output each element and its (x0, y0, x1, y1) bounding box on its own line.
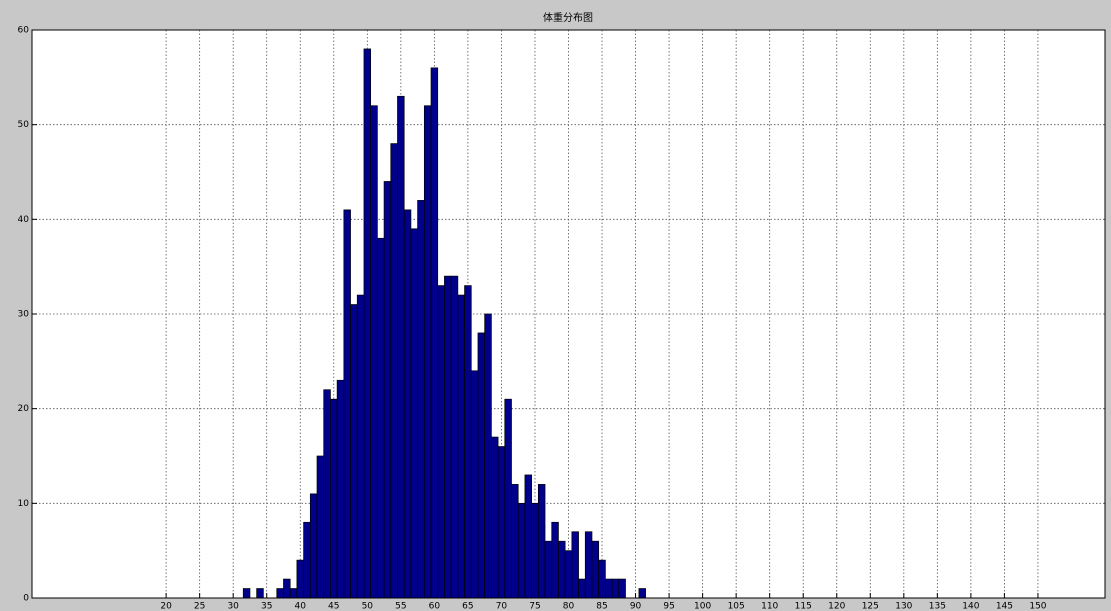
bar (531, 502, 539, 599)
bar (605, 578, 613, 599)
bar (343, 209, 351, 599)
bar (430, 67, 439, 599)
bar (303, 521, 311, 599)
y-tick-label: 0 (23, 594, 29, 604)
x-tick-label: 25 (194, 602, 205, 611)
y-tick-label: 30 (18, 310, 30, 320)
bar (283, 578, 291, 599)
bar (323, 389, 331, 599)
x-tick-label: 75 (529, 602, 540, 611)
x-tick-label: 60 (429, 602, 441, 611)
bar (350, 304, 358, 599)
bar (423, 105, 432, 599)
x-tick-label: 105 (728, 602, 745, 611)
bar (289, 588, 298, 599)
bar (242, 588, 251, 599)
bar (484, 313, 492, 599)
bar (491, 436, 499, 599)
bar (511, 484, 519, 599)
bar (363, 48, 372, 599)
x-tick-label: 65 (462, 602, 473, 611)
bar (544, 540, 553, 599)
bar (584, 531, 593, 599)
bar (578, 578, 586, 599)
x-tick-label: 135 (929, 602, 946, 611)
x-tick-label: 150 (1029, 602, 1046, 611)
bar (356, 294, 365, 599)
bar (470, 370, 479, 599)
x-tick-label: 125 (862, 602, 879, 611)
plot-frame (31, 29, 1106, 599)
bar (618, 578, 626, 599)
bar (598, 559, 606, 599)
bar (444, 275, 452, 599)
y-tick-label: 50 (18, 120, 30, 130)
bar (638, 588, 646, 599)
bar (571, 531, 579, 599)
bar (370, 105, 378, 599)
bar (316, 455, 325, 599)
bar (537, 484, 546, 599)
x-tick-label: 45 (328, 602, 339, 611)
x-tick-label: 90 (630, 602, 642, 611)
bar (551, 521, 559, 599)
x-tick-label: 50 (362, 602, 374, 611)
x-tick-label: 70 (496, 602, 508, 611)
y-tick-label: 40 (18, 215, 30, 225)
bar (611, 578, 620, 599)
bar (336, 379, 345, 599)
x-tick-label: 115 (795, 602, 812, 611)
x-tick-label: 100 (694, 602, 711, 611)
bar (330, 398, 338, 599)
x-tick-label: 110 (761, 602, 778, 611)
bar (403, 209, 412, 599)
bar (309, 493, 318, 599)
x-tick-label: 55 (395, 602, 406, 611)
x-tick-label: 85 (596, 602, 607, 611)
x-tick-label: 120 (828, 602, 845, 611)
x-tick-label: 130 (895, 602, 912, 611)
bar (497, 446, 506, 599)
bar (417, 200, 425, 599)
bar (464, 285, 472, 599)
bar (397, 95, 405, 599)
y-tick-label: 10 (18, 499, 30, 509)
bar (410, 228, 418, 599)
x-tick-label: 35 (261, 602, 272, 611)
bar (558, 540, 566, 599)
y-tick-label: 60 (18, 26, 30, 36)
x-tick-label: 80 (563, 602, 575, 611)
bar (276, 588, 284, 599)
bar (296, 559, 304, 599)
bar (256, 588, 264, 599)
bar (504, 398, 512, 599)
bar (437, 285, 445, 599)
bar (564, 550, 573, 599)
x-tick-label: 40 (295, 602, 307, 611)
x-tick-label: 20 (160, 602, 172, 611)
bar (383, 181, 392, 599)
bar (377, 237, 385, 599)
bar (477, 332, 486, 599)
x-tick-label: 145 (996, 602, 1013, 611)
bar (524, 474, 532, 599)
bar (457, 294, 465, 599)
bar (450, 275, 459, 599)
x-tick-label: 30 (227, 602, 239, 611)
bar (390, 143, 398, 599)
x-tick-label: 140 (962, 602, 979, 611)
chart-title: 体重分布图 (543, 11, 593, 24)
bar (591, 540, 600, 599)
bar (517, 502, 526, 599)
x-tick-label: 95 (663, 602, 674, 611)
y-tick-label: 20 (18, 404, 30, 414)
